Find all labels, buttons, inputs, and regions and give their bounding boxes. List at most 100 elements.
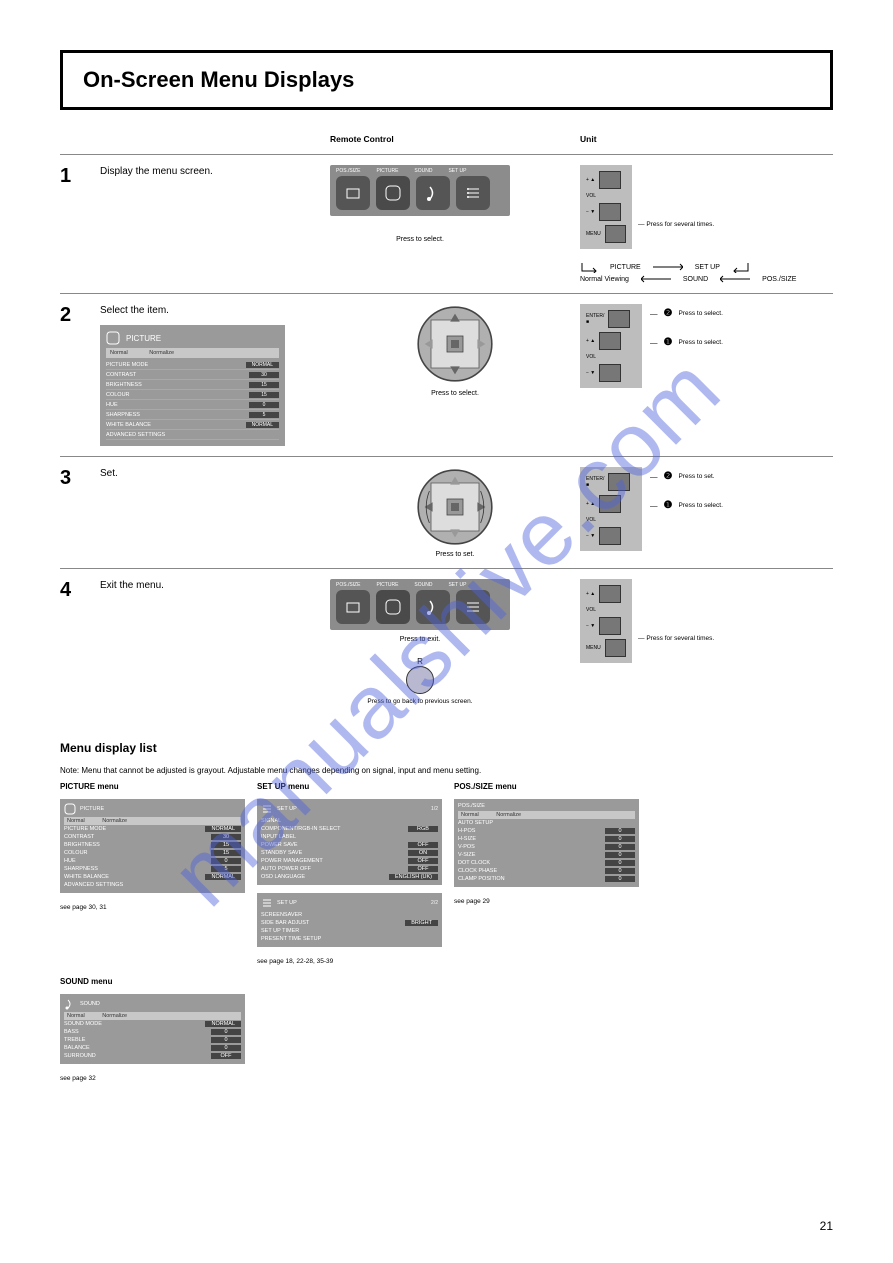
remote-tab-label: PICTURE [376, 582, 398, 588]
r-note: Press to go back to previous screen. [330, 698, 510, 705]
mr-val: OFF [408, 866, 438, 872]
mini-title: SOUND [80, 1001, 100, 1007]
remote-btn-setup[interactable] [456, 176, 490, 210]
mini-osd-possize: POS./SIZE Normal Normalize AUTO SETUP H-… [454, 799, 639, 887]
unit-note: Press to select. [678, 310, 722, 317]
mini-normal: Normal [67, 818, 85, 824]
unit-note: Press for several times. [646, 635, 714, 642]
mr-label: V-SIZE [458, 852, 475, 858]
osd-row-label: ADVANCED SETTINGS [106, 432, 165, 438]
mr-val: 0 [605, 876, 635, 882]
unit-vol-up[interactable] [599, 171, 621, 189]
osd-row-label: WHITE BALANCE [106, 422, 151, 428]
r-button[interactable] [406, 666, 434, 694]
arrow-icon [641, 275, 671, 283]
step-2-text: Select the item. [100, 304, 330, 317]
unit-plus[interactable] [599, 332, 621, 350]
list-icon [261, 897, 273, 909]
mr-val: 15 [211, 842, 241, 848]
osd-row-val: 15 [249, 382, 279, 388]
remote-btn-picture[interactable] [376, 176, 410, 210]
dpad-icon[interactable] [415, 467, 495, 547]
mr-val: 0 [211, 1037, 241, 1043]
bullet-2: ❷ [664, 471, 673, 482]
remote-btn-sound[interactable] [416, 176, 450, 210]
step-3-text: Set. [100, 467, 330, 480]
osd-row-label: CONTRAST [106, 372, 136, 378]
bullet-2: ❷ [664, 308, 673, 319]
remote-note: Press to select. [330, 236, 510, 243]
unit-minus[interactable] [599, 527, 621, 545]
dpad-icon[interactable] [415, 304, 495, 384]
mr-label: INPUT LABEL [261, 834, 296, 840]
remote-tab-label: POS./SIZE [336, 582, 360, 588]
arrow-icon [580, 261, 598, 273]
flow-item: Normal Viewing [580, 276, 629, 283]
osd-row-val: 30 [249, 372, 279, 378]
mr-val: OFF [408, 842, 438, 848]
see-page: see page 29 [454, 898, 639, 905]
r-label: R [330, 657, 510, 666]
mr-val: NORMAL [205, 826, 241, 832]
col-remote-label: Remote Control [330, 134, 580, 144]
unit-row-label: VOL [586, 193, 596, 199]
remote-tab-label: PICTURE [376, 168, 398, 174]
mr-val: ON [408, 850, 438, 856]
mr-label: TREBLE [64, 1037, 85, 1043]
mr-val: 0 [605, 860, 635, 866]
step-1-num: 1 [60, 165, 100, 188]
remote-btn-possize[interactable] [336, 176, 370, 210]
mr-val: RGB [408, 826, 438, 832]
step-1: 1 Display the menu screen. POS./SIZE PIC… [60, 159, 833, 289]
unit-plus[interactable] [599, 585, 621, 603]
mr-val: OFF [211, 1053, 241, 1059]
mini-normal: Normal [67, 1013, 85, 1019]
mr-label: COMPONENT/RGB-IN SELECT [261, 826, 340, 832]
unit-enter[interactable] [608, 310, 630, 328]
osd-row-label: HUE [106, 402, 118, 408]
remote-note: Press to exit. [330, 636, 510, 643]
menu-list-section: Menu display list Note: Menu that cannot… [60, 741, 833, 1082]
mini-title: PICTURE [80, 806, 104, 812]
unit-enter[interactable] [608, 473, 630, 491]
step-2-num: 2 [60, 304, 100, 327]
step-2: 2 Select the item. PICTURE Normal Normal… [60, 298, 833, 452]
osd-title: PICTURE [126, 334, 161, 343]
osd-row-label: COLOUR [106, 392, 130, 398]
mini-normalize: Normalize [102, 1013, 127, 1019]
step-4-num: 4 [60, 579, 100, 602]
mr-val: NORMAL [205, 1021, 241, 1027]
unit-plus[interactable] [599, 495, 621, 513]
remote-btn-possize[interactable] [336, 590, 370, 624]
mr-val: 30 [211, 834, 241, 840]
unit-vol-down[interactable] [599, 203, 621, 221]
osd-normal: Normal [110, 350, 128, 356]
step-4-text: Exit the menu. [100, 579, 330, 592]
mr-label: OSD LANGUAGE [261, 874, 305, 880]
mr-label: HUE [64, 858, 76, 864]
mr-label: AUTO POWER OFF [261, 866, 311, 872]
remote-btn-sound[interactable] [416, 590, 450, 624]
mr-label: PRESENT TIME SETUP [261, 936, 321, 942]
unit-menu[interactable] [605, 639, 626, 657]
page-number: 21 [820, 1219, 833, 1233]
mr-label: POWER SAVE [261, 842, 298, 848]
remote-btn-picture[interactable] [376, 590, 410, 624]
mr-val: 0 [605, 844, 635, 850]
unit-minus[interactable] [599, 617, 621, 635]
bullet-1: ❶ [664, 500, 673, 511]
mr-label: H-SIZE [458, 836, 476, 842]
possize-menu-title: POS./SIZE menu [454, 782, 639, 791]
menu-list-note: Note: Menu that cannot be adjusted is gr… [60, 765, 833, 776]
unit-minus[interactable] [599, 364, 621, 382]
step-3: 3 Set. Press to set. ENTER/■ + ▲ VOL − ▼… [60, 461, 833, 564]
flow-item: SET UP [695, 264, 720, 271]
remote-btn-setup[interactable] [456, 590, 490, 624]
step-3-num: 3 [60, 467, 100, 490]
unit-row-label: + ▲ [586, 177, 595, 183]
unit-note: Press to select. [678, 339, 722, 346]
mr-label: PICTURE MODE [64, 826, 106, 832]
unit-menu[interactable] [605, 225, 626, 243]
mr-label: DOT CLOCK [458, 860, 490, 866]
flow-item: SOUND [683, 276, 708, 283]
